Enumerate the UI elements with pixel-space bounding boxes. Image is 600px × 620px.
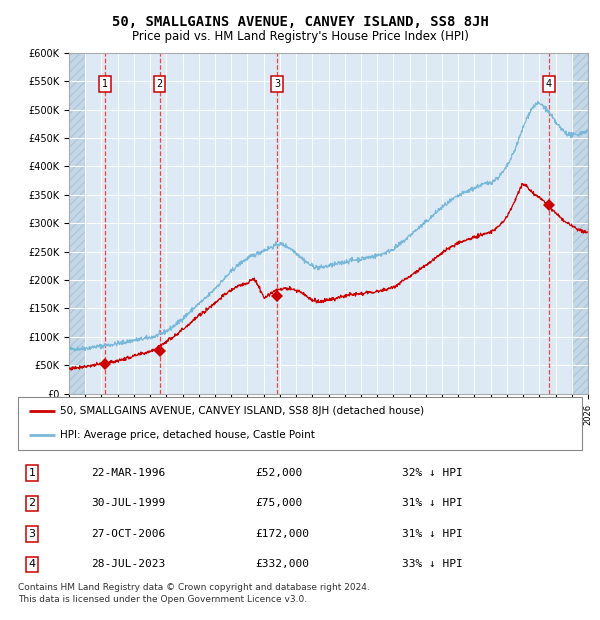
Text: 28-JUL-2023: 28-JUL-2023 [91,559,166,569]
Text: 2: 2 [157,79,163,89]
Text: 31% ↓ HPI: 31% ↓ HPI [401,498,462,508]
Text: Price paid vs. HM Land Registry's House Price Index (HPI): Price paid vs. HM Land Registry's House … [131,30,469,43]
Text: Contains HM Land Registry data © Crown copyright and database right 2024.
This d: Contains HM Land Registry data © Crown c… [18,583,370,604]
Text: 1: 1 [29,468,35,478]
Text: 4: 4 [29,559,35,569]
Text: £52,000: £52,000 [255,468,302,478]
Text: 31% ↓ HPI: 31% ↓ HPI [401,529,462,539]
Text: 30-JUL-1999: 30-JUL-1999 [91,498,166,508]
Text: 2: 2 [29,498,35,508]
Text: 33% ↓ HPI: 33% ↓ HPI [401,559,462,569]
Text: £172,000: £172,000 [255,529,309,539]
Text: 50, SMALLGAINS AVENUE, CANVEY ISLAND, SS8 8JH (detached house): 50, SMALLGAINS AVENUE, CANVEY ISLAND, SS… [60,406,424,416]
FancyBboxPatch shape [18,397,582,450]
Text: HPI: Average price, detached house, Castle Point: HPI: Average price, detached house, Cast… [60,430,315,440]
Text: 1: 1 [102,79,108,89]
Text: 50, SMALLGAINS AVENUE, CANVEY ISLAND, SS8 8JH: 50, SMALLGAINS AVENUE, CANVEY ISLAND, SS… [112,16,488,30]
Text: 3: 3 [274,79,280,89]
Bar [69,53,85,394]
Text: 22-MAR-1996: 22-MAR-1996 [91,468,166,478]
Text: 32% ↓ HPI: 32% ↓ HPI [401,468,462,478]
Text: 4: 4 [545,79,552,89]
Bar [572,53,588,394]
Text: £332,000: £332,000 [255,559,309,569]
Text: 3: 3 [29,529,35,539]
Text: £75,000: £75,000 [255,498,302,508]
Text: 27-OCT-2006: 27-OCT-2006 [91,529,166,539]
